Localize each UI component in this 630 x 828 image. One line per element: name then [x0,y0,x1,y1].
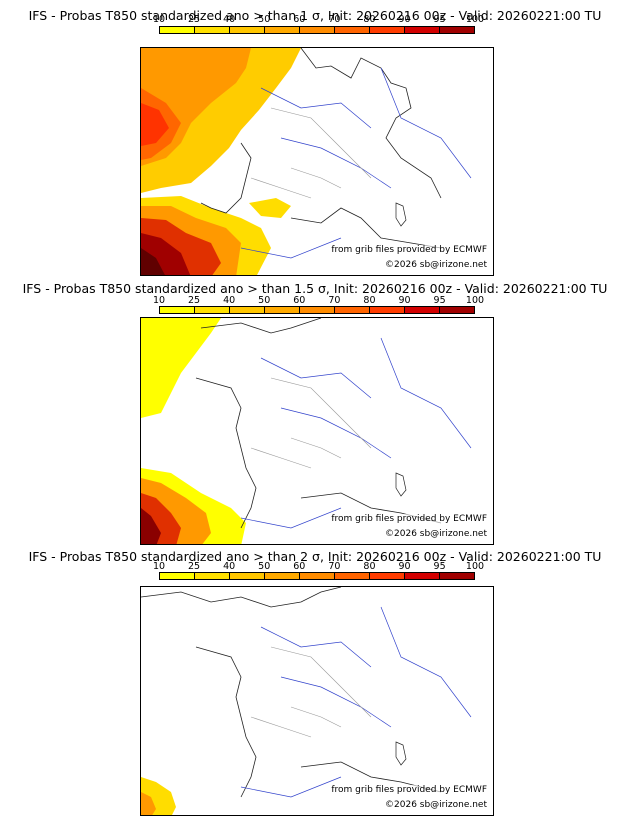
map-canvas [141,48,472,275]
colorbar-tick: 80 [363,14,376,25]
credit-copyright: ©2026 sb@irizone.net [385,529,487,539]
colorbar-swatch [160,307,195,313]
colorbar-tick: 100 [465,561,485,572]
prob-area-yellow [141,318,221,418]
colorbar-swatch [300,307,335,313]
map-panel-3: IFS - Probas T850 standardized ano > tha… [0,546,630,828]
corsica-outline [395,472,407,497]
colorbar-swatch [230,27,265,33]
border-lines [250,377,372,469]
colorbar-swatch [195,307,230,313]
map-panel-1: IFS - Probas T850 standardized ano > tha… [0,0,630,276]
credit-source: from grib files provided by ECMWF [331,785,487,795]
colorbar-ticks: 10 25 40 50 60 70 80 90 95 100 [153,295,484,307]
colorbar-swatch [265,27,300,33]
colorbar-tick: 40 [223,14,236,25]
colorbar-swatch [440,27,474,33]
panel-title: IFS - Probas T850 standardized ano > tha… [22,281,608,296]
colorbar-tick: 25 [188,14,201,25]
colorbar-swatch [300,573,335,579]
colorbar-tick: 60 [293,14,306,25]
colorbar-swatch [160,27,195,33]
colorbar-swatch [195,27,230,33]
probability-map: from grib files provided by ECMWF ©2026 … [140,317,494,545]
colorbar-swatch [440,573,474,579]
colorbar-swatch [300,27,335,33]
colorbar-swatch [370,27,405,33]
map-canvas [141,318,472,544]
colorbar-tick: 100 [465,14,485,25]
colorbar [159,572,475,580]
credit-copyright: ©2026 sb@irizone.net [385,260,487,270]
colorbar-tick: 10 [152,561,166,572]
colorbar-swatch [335,307,370,313]
colorbar-swatch [335,573,370,579]
colorbar-swatch [160,573,195,579]
colorbar [159,26,475,34]
colorbar-swatch [335,27,370,33]
prob-area-south-darkred [141,508,161,544]
prob-area-south-orange [141,792,156,815]
coastline [200,48,442,249]
corsica-outline [395,202,407,227]
panel-title: IFS - Probas T850 standardized ano > tha… [28,8,602,23]
coastline [141,587,442,798]
colorbar-swatch [440,307,474,313]
river-network [240,606,472,798]
colorbar-tick: 50 [258,295,271,306]
probability-map: from grib files provided by ECMWF ©2026 … [140,47,494,276]
border-lines [250,646,372,738]
colorbar-tick: 60 [293,295,306,306]
colorbar-tick: 70 [328,295,341,306]
map-canvas [141,587,472,815]
colorbar-swatch [265,307,300,313]
colorbar-swatch [370,573,405,579]
colorbar-tick: 40 [223,295,236,306]
coastline [195,318,442,529]
river-network [240,337,472,529]
colorbar-tick: 100 [465,295,485,306]
colorbar-swatch [265,573,300,579]
colorbar-swatch [405,27,440,33]
prob-area-red [141,103,169,146]
colorbar-tick: 80 [363,295,376,306]
river-network [240,67,472,259]
colorbar-swatch [405,573,440,579]
border-lines [250,107,372,199]
colorbar-tick: 40 [223,561,236,572]
colorbar-tick: 25 [188,561,201,572]
colorbar-tick: 90 [398,14,411,25]
colorbar-tick: 10 [152,295,166,306]
colorbar-tick: 70 [328,14,341,25]
colorbar-tick: 70 [328,561,341,572]
colorbar-swatch [405,307,440,313]
prob-area-south-maroon [141,248,165,275]
prob-area-alps-yellow [249,198,291,218]
credit-source: from grib files provided by ECMWF [331,245,487,255]
colorbar-ticks: 10 25 40 50 60 70 80 90 95 100 [153,14,484,26]
colorbar-tick: 80 [363,561,376,572]
colorbar-tick: 50 [258,561,271,572]
colorbar-tick: 95 [433,295,446,306]
credit-source: from grib files provided by ECMWF [331,514,487,524]
colorbar-swatch [195,573,230,579]
colorbar-swatch [370,307,405,313]
panel-title: IFS - Probas T850 standardized ano > tha… [28,549,602,564]
corsica-outline [395,741,407,766]
map-panel-2: IFS - Probas T850 standardized ano > tha… [0,276,630,546]
colorbar-swatch [230,573,265,579]
colorbar-ticks: 10 25 40 50 60 70 80 90 95 100 [153,561,484,573]
colorbar-tick: 60 [293,561,306,572]
colorbar-tick: 50 [258,14,271,25]
colorbar [159,306,475,314]
colorbar-tick: 90 [398,561,411,572]
credit-copyright: ©2026 sb@irizone.net [385,800,487,810]
colorbar-tick: 95 [433,561,446,572]
colorbar-tick: 10 [152,14,166,25]
colorbar-tick: 90 [398,295,411,306]
colorbar-tick: 95 [433,14,446,25]
colorbar-tick: 25 [188,295,201,306]
colorbar-swatch [230,307,265,313]
probability-map: from grib files provided by ECMWF ©2026 … [140,586,494,816]
